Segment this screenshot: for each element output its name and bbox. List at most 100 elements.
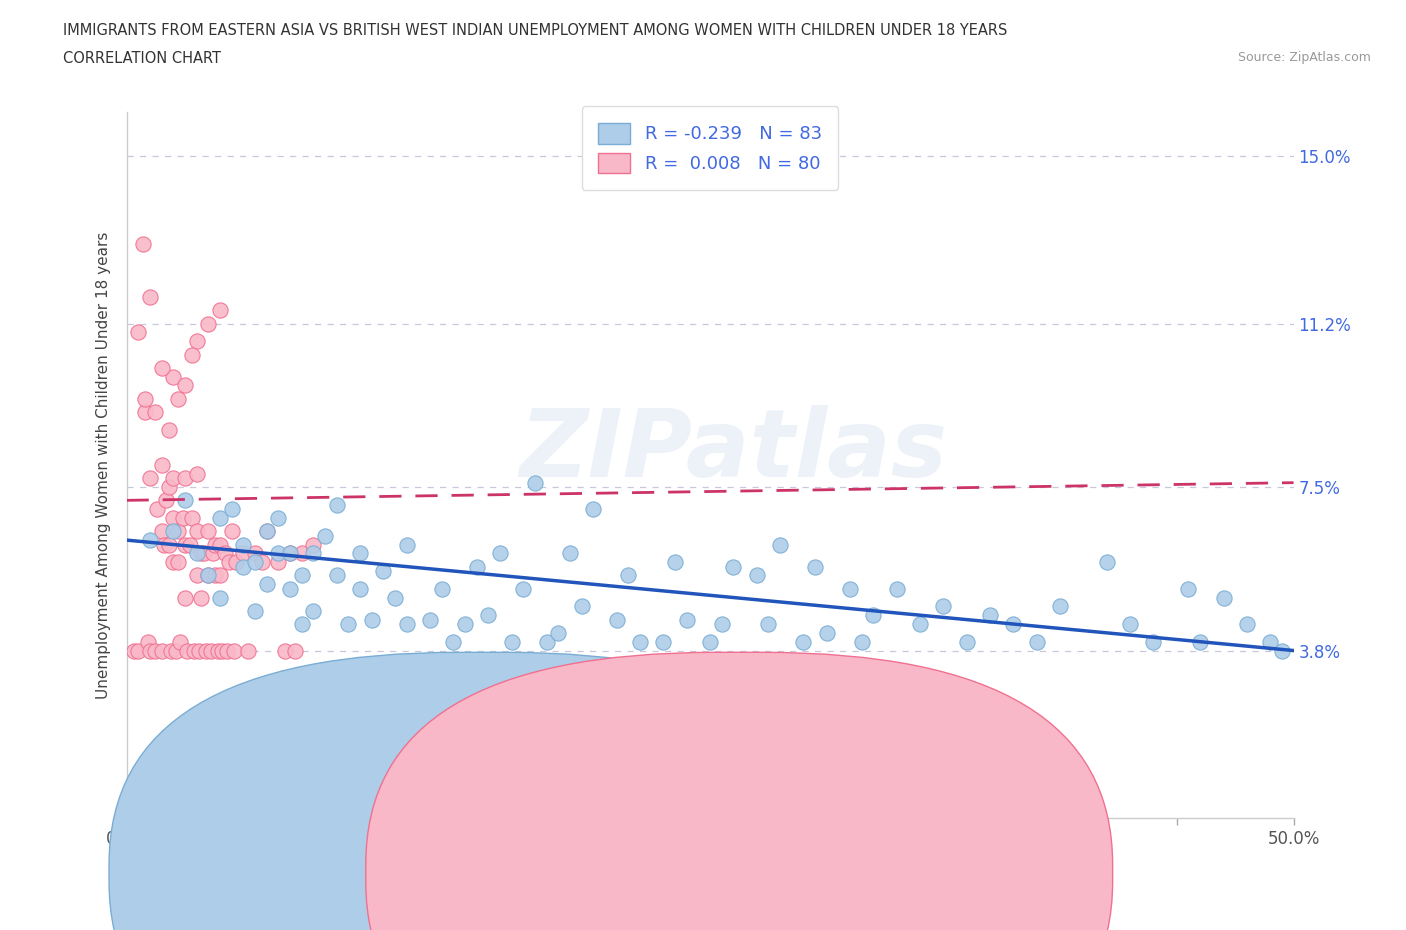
Point	[373, 564, 395, 578]
Text: British West Indians: British West Indians	[751, 868, 903, 883]
Point	[267, 554, 290, 569]
Point	[197, 524, 219, 538]
Point	[745, 568, 768, 583]
Point	[139, 533, 162, 548]
Point	[186, 568, 208, 583]
Point	[1258, 634, 1281, 649]
Point	[419, 612, 441, 627]
Point	[1095, 554, 1118, 569]
FancyBboxPatch shape	[366, 652, 1112, 930]
Text: CORRELATION CHART: CORRELATION CHART	[63, 51, 221, 66]
Point	[172, 511, 194, 525]
Point	[1049, 599, 1071, 614]
Point	[606, 612, 628, 627]
Point	[180, 511, 202, 525]
Point	[430, 581, 453, 596]
Point	[190, 591, 212, 605]
Point	[150, 524, 173, 538]
Point	[851, 634, 873, 649]
Y-axis label: Unemployment Among Women with Children Under 18 years: Unemployment Among Women with Children U…	[96, 232, 111, 698]
Point	[278, 581, 301, 596]
Point	[501, 634, 523, 649]
Point	[167, 524, 190, 538]
Point	[215, 644, 238, 658]
Point	[256, 524, 278, 538]
Point	[225, 554, 247, 569]
Point	[208, 538, 231, 552]
Point	[769, 538, 792, 552]
Point	[302, 538, 325, 552]
Point	[465, 559, 488, 574]
Point	[349, 581, 371, 596]
Point	[162, 511, 184, 525]
Point	[1177, 581, 1199, 596]
Point	[267, 546, 290, 561]
Point	[169, 634, 191, 649]
Point	[232, 538, 254, 552]
Point	[523, 475, 546, 490]
Point	[395, 538, 418, 552]
Text: Source: ZipAtlas.com: Source: ZipAtlas.com	[1237, 51, 1371, 64]
Point	[208, 591, 231, 605]
Point	[489, 546, 512, 561]
Point	[1236, 617, 1258, 631]
Point	[174, 493, 197, 508]
Point	[139, 290, 162, 305]
Point	[165, 644, 187, 658]
Point	[477, 608, 499, 623]
Point	[384, 591, 406, 605]
Point	[179, 538, 201, 552]
Point	[325, 568, 347, 583]
Point	[214, 546, 236, 561]
Point	[664, 554, 686, 569]
Point	[862, 608, 884, 623]
Point	[284, 644, 307, 658]
Point	[243, 546, 266, 561]
Point	[207, 644, 229, 658]
Point	[979, 608, 1001, 623]
Point	[256, 524, 278, 538]
Point	[325, 498, 347, 512]
Point	[236, 644, 259, 658]
Point	[180, 347, 202, 362]
Point	[267, 511, 290, 525]
Point	[162, 471, 184, 485]
Point	[197, 316, 219, 331]
Point	[153, 538, 176, 552]
Point	[193, 546, 215, 561]
Point	[201, 546, 224, 561]
Point	[157, 538, 180, 552]
Point	[290, 546, 312, 561]
Text: ZIPatlas: ZIPatlas	[519, 405, 948, 497]
Point	[250, 554, 273, 569]
Point	[302, 604, 325, 618]
Point	[886, 581, 908, 596]
Point	[211, 644, 233, 658]
Point	[127, 644, 149, 658]
Point	[162, 524, 184, 538]
Point	[139, 471, 162, 485]
Point	[150, 458, 173, 472]
Point	[162, 554, 184, 569]
Point	[1142, 634, 1164, 649]
Point	[221, 524, 243, 538]
Point	[186, 546, 208, 561]
Point	[222, 644, 245, 658]
Point	[190, 546, 212, 561]
Point	[441, 634, 464, 649]
Point	[804, 559, 827, 574]
Point	[174, 538, 197, 552]
Point	[143, 644, 166, 658]
Point	[174, 379, 197, 393]
Point	[176, 644, 198, 658]
Point	[208, 568, 231, 583]
Point	[547, 625, 569, 640]
Point	[582, 502, 605, 517]
Point	[232, 559, 254, 574]
Point	[186, 524, 208, 538]
Point	[134, 392, 156, 406]
Point	[155, 493, 177, 508]
Point	[208, 303, 231, 318]
Point	[136, 634, 159, 649]
Point	[160, 644, 183, 658]
